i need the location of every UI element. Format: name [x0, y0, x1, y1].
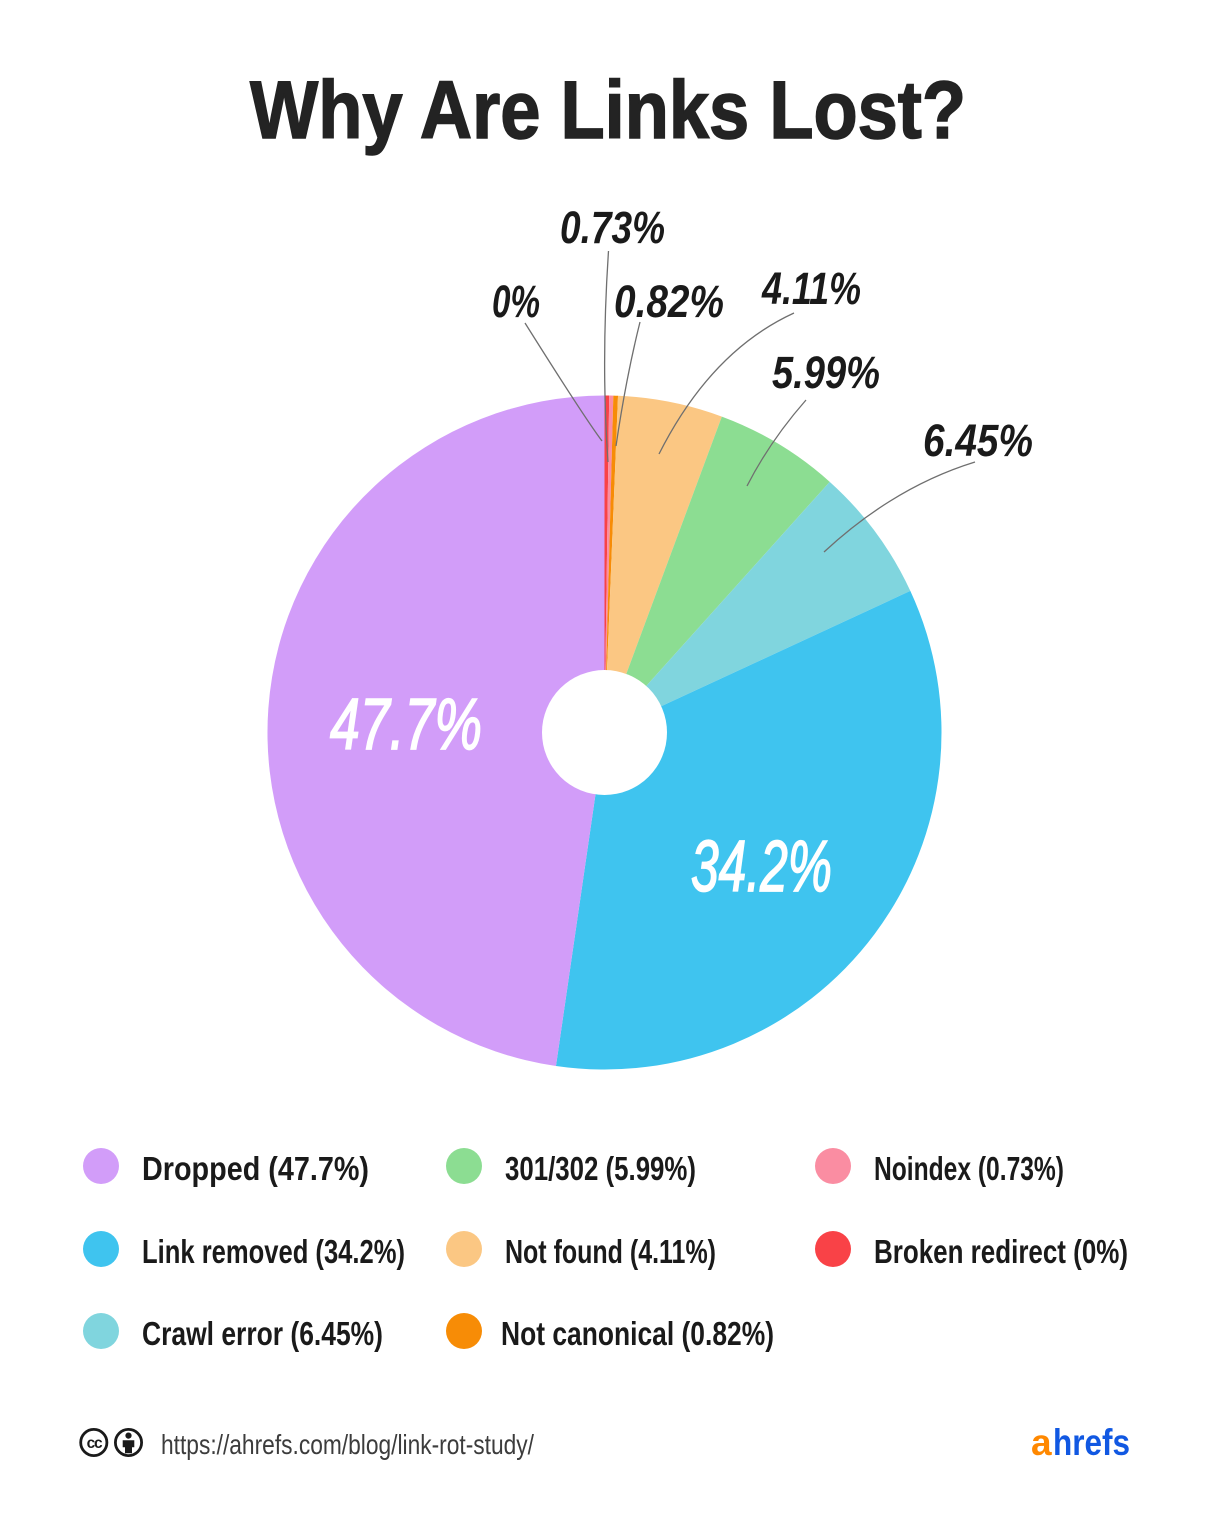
svg-text:0.82%: 0.82%: [614, 276, 724, 327]
svg-text:0%: 0%: [492, 276, 540, 327]
svg-text:Noindex (0.73%): Noindex (0.73%): [874, 1150, 1064, 1187]
svg-text:cc: cc: [87, 1435, 103, 1452]
svg-text:Dropped (47.7%): Dropped (47.7%): [142, 1150, 369, 1187]
svg-text:Broken redirect (0%): Broken redirect (0%): [874, 1233, 1128, 1270]
svg-text:hrefs: hrefs: [1053, 1422, 1130, 1463]
svg-text:Crawl error (6.45%): Crawl error (6.45%): [142, 1315, 383, 1352]
svg-text:301/302 (5.99%): 301/302 (5.99%): [505, 1150, 696, 1187]
svg-text:https://ahrefs.com/blog/link-r: https://ahrefs.com/blog/link-rot-study/: [161, 1429, 534, 1460]
svg-text:Why Are Links Lost?: Why Are Links Lost?: [250, 65, 966, 156]
svg-text:4.11%: 4.11%: [761, 263, 861, 314]
svg-text:Not found (4.11%): Not found (4.11%): [505, 1233, 716, 1270]
svg-text:5.99%: 5.99%: [772, 347, 880, 398]
svg-text:a: a: [1031, 1422, 1052, 1463]
svg-text:47.7%: 47.7%: [330, 685, 482, 765]
svg-text:Not canonical (0.82%): Not canonical (0.82%): [501, 1315, 774, 1352]
svg-text:Link removed (34.2%): Link removed (34.2%): [142, 1233, 405, 1270]
svg-text:6.45%: 6.45%: [923, 415, 1033, 466]
svg-text:0.73%: 0.73%: [560, 202, 665, 253]
svg-text:34.2%: 34.2%: [691, 827, 832, 907]
